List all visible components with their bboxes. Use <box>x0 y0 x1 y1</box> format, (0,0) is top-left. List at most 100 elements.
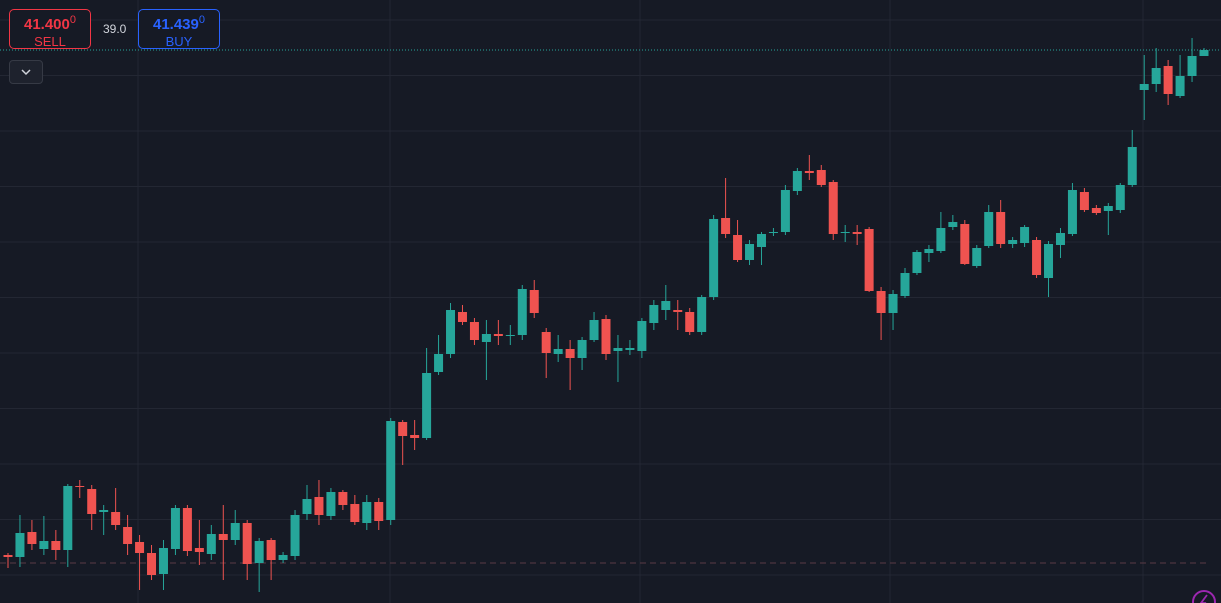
candle-body <box>242 523 252 564</box>
candle-body <box>493 334 503 336</box>
buy-label: BUY <box>165 34 193 49</box>
candle-body <box>230 523 240 540</box>
candle-body <box>996 212 1006 244</box>
sell-price-sup: 0 <box>69 14 76 26</box>
candle-body <box>374 502 384 521</box>
dropdown-button[interactable] <box>9 60 43 84</box>
candle-body <box>1032 240 1042 275</box>
candle-body <box>1008 240 1018 244</box>
candle-body <box>446 310 456 354</box>
candle-body <box>900 273 910 296</box>
candle-body <box>577 340 587 358</box>
candle-body <box>326 492 336 516</box>
candle-body <box>948 222 958 227</box>
candle-body <box>1044 244 1054 278</box>
candle-body <box>960 224 970 264</box>
candle-body <box>1103 206 1113 211</box>
buy-button[interactable]: 41.4390 BUY <box>138 9 220 49</box>
sell-price: 41.4000 <box>10 14 90 33</box>
candle-body <box>529 290 539 313</box>
candle-body <box>924 249 934 253</box>
candle-body <box>218 534 228 540</box>
candle-body <box>673 310 683 312</box>
candle-body <box>182 508 192 551</box>
candle-body <box>517 289 527 335</box>
candle-body <box>1067 190 1077 234</box>
candle-body <box>63 486 73 550</box>
candle-body <box>338 492 348 505</box>
candle-body <box>685 312 695 332</box>
candle-body <box>434 354 444 372</box>
buy-price: 41.4390 <box>139 14 219 33</box>
candle-body <box>589 320 599 340</box>
candle-body <box>888 294 898 313</box>
candle-body <box>565 349 575 358</box>
candle-body <box>733 235 743 260</box>
replay-icon[interactable] <box>1190 586 1220 603</box>
candle-body <box>1115 185 1125 210</box>
candle-body <box>984 212 994 246</box>
candle-body <box>194 548 204 552</box>
candle-body <box>1163 66 1173 94</box>
candle-body <box>1127 147 1137 185</box>
buy-price-sup: 0 <box>198 14 205 26</box>
candle-body <box>697 297 707 332</box>
candle-body <box>51 541 61 550</box>
candle-body <box>111 512 121 525</box>
spread: 39.0 <box>103 22 127 36</box>
candle-body <box>1139 84 1149 90</box>
candle-body <box>158 548 168 574</box>
candle-body <box>804 171 814 173</box>
candle-body <box>1187 56 1197 76</box>
candle-body <box>278 555 288 560</box>
candle-body <box>135 542 145 553</box>
candle-body <box>852 232 862 234</box>
candle-body <box>553 349 563 354</box>
candle-body <box>756 234 766 247</box>
candle-body <box>422 373 432 438</box>
candle-body <box>637 321 647 351</box>
candle-body <box>147 553 157 575</box>
candle-body <box>1079 192 1089 210</box>
candle-body <box>27 532 37 544</box>
candle-body <box>792 171 802 191</box>
candle-body <box>1199 50 1209 56</box>
candle-body <box>972 248 982 266</box>
candle-body <box>625 348 635 350</box>
candle-body <box>876 291 886 313</box>
candle-body <box>1055 233 1065 245</box>
candle-body <box>3 555 13 557</box>
candle-body <box>99 510 109 512</box>
candle-body <box>912 252 922 273</box>
candle-body <box>505 335 515 336</box>
candle-body <box>206 534 216 554</box>
candle-body <box>266 540 276 560</box>
candle-body <box>410 435 420 438</box>
candle-body <box>601 319 611 354</box>
candle-body <box>481 334 491 342</box>
candle-body <box>362 502 372 523</box>
candle-body <box>649 305 659 323</box>
candle-body <box>1175 76 1185 96</box>
candle-body <box>15 533 25 557</box>
candle-body <box>1151 68 1161 84</box>
candle-body <box>314 497 324 515</box>
candle-body <box>541 332 551 353</box>
candle-body <box>828 182 838 234</box>
candle-body <box>768 232 778 233</box>
candle-body <box>290 515 300 556</box>
candle-body <box>457 312 467 322</box>
candle-body <box>936 228 946 251</box>
candle-body <box>709 219 719 297</box>
sell-button[interactable]: 41.4000 SELL <box>9 9 91 49</box>
candle-body <box>1091 208 1101 213</box>
candle-body <box>123 527 133 544</box>
candle-body <box>469 322 479 340</box>
candle-body <box>170 508 180 549</box>
candle-body <box>87 489 97 514</box>
candle-body <box>386 421 396 520</box>
candle-body <box>1020 227 1030 243</box>
candle-body <box>254 541 264 563</box>
candle-body <box>864 229 874 291</box>
